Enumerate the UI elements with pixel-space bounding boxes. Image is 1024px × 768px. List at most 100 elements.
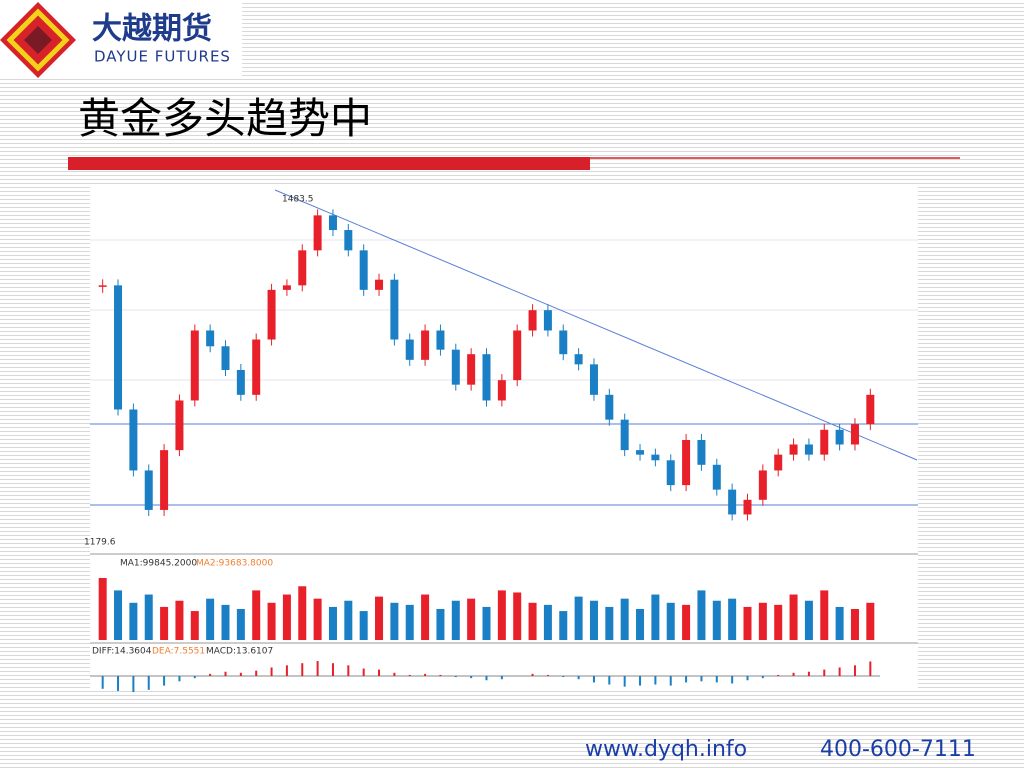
macd-bar [500, 676, 503, 680]
candle [513, 330, 522, 381]
volume-label: MA2:93683.8000 [196, 559, 273, 569]
candle [282, 285, 291, 290]
macd-bar [101, 676, 104, 689]
candle [129, 409, 138, 471]
candle [543, 310, 552, 331]
macd-bar [623, 676, 626, 687]
macd-bar [654, 676, 657, 685]
candle [114, 285, 123, 410]
macd-label: MACD:13.6107 [206, 647, 273, 657]
candle [344, 230, 353, 251]
macd-bar [731, 676, 734, 684]
candle [620, 419, 629, 451]
macd-bar [792, 672, 795, 676]
macd-bar [163, 676, 166, 686]
macd-bar [608, 676, 611, 685]
candle [236, 369, 245, 395]
macd-bar [700, 676, 703, 682]
candle [221, 346, 230, 370]
volume-bar [589, 600, 598, 640]
macd-bar [117, 676, 120, 691]
logo-core [24, 26, 52, 54]
volume-bar [804, 600, 813, 640]
trend-line [274, 189, 918, 461]
macd-label: DEA:7.5551 [152, 647, 205, 657]
macd-bar [239, 672, 242, 676]
macd-bar [193, 676, 196, 679]
candle [850, 424, 859, 445]
volume-bar [528, 602, 537, 640]
volume-bar [758, 602, 767, 640]
volume-bar [850, 609, 859, 640]
candle [482, 354, 491, 401]
macd-bar [224, 671, 227, 676]
candle [589, 364, 598, 395]
candle [774, 454, 783, 471]
volume-bar [98, 578, 107, 640]
brand: 大越期货 [92, 12, 212, 47]
candle [175, 400, 184, 451]
candle [528, 310, 537, 331]
candle [98, 285, 107, 287]
candle [313, 215, 322, 251]
candle [328, 215, 337, 231]
volume-bar [697, 590, 706, 640]
macd-bar [869, 661, 872, 676]
macd-bar [147, 676, 150, 690]
volume-bar [405, 604, 414, 640]
macd-bar [255, 670, 258, 676]
volume-bar [789, 594, 798, 640]
volume-bar [328, 606, 337, 640]
candle [666, 460, 675, 486]
volume-bar [267, 602, 276, 640]
candle [359, 250, 368, 290]
volume-bar [497, 590, 506, 640]
macd-bar [362, 668, 365, 676]
volume-bar [712, 600, 721, 640]
candle [866, 394, 875, 425]
volume-bar [451, 600, 460, 640]
macd-bar [270, 667, 273, 676]
candle [743, 499, 752, 515]
candle [820, 429, 829, 455]
candle [605, 394, 614, 420]
volume-bar [605, 606, 614, 640]
volume-bar [375, 596, 384, 640]
macd-bar [470, 676, 473, 679]
volume-bar [160, 606, 169, 640]
volume-bar [175, 600, 184, 640]
macd-label: DIFF:14.3604 [92, 647, 152, 657]
volume-bar [313, 598, 322, 640]
candle [682, 439, 691, 486]
macd-bar [301, 663, 304, 676]
candle [390, 279, 399, 340]
candle [206, 330, 215, 347]
macd-bar [393, 672, 396, 676]
candle [144, 470, 153, 510]
macd-bar [853, 665, 856, 676]
macd-bar [424, 673, 427, 676]
macd-bar [378, 669, 381, 676]
volume-bar [344, 600, 353, 640]
candle [298, 250, 307, 286]
candle [559, 330, 568, 355]
volume-bar [651, 594, 660, 640]
volume-bar [820, 590, 829, 640]
logo-inner [6, 8, 70, 72]
candle [497, 380, 506, 401]
macd-bar [485, 676, 488, 681]
macd-bar [546, 674, 549, 676]
candle [636, 450, 645, 455]
candle [651, 454, 660, 461]
volume-bar [743, 606, 752, 640]
volume-bar [359, 611, 368, 640]
volume-bar [236, 609, 245, 640]
candle [467, 354, 476, 385]
candle [405, 339, 414, 360]
volume-bar [282, 594, 291, 640]
candle [421, 330, 430, 360]
low-label: 1179.6 [84, 538, 116, 548]
volume-bar [866, 602, 875, 640]
volume-bar [221, 604, 230, 640]
